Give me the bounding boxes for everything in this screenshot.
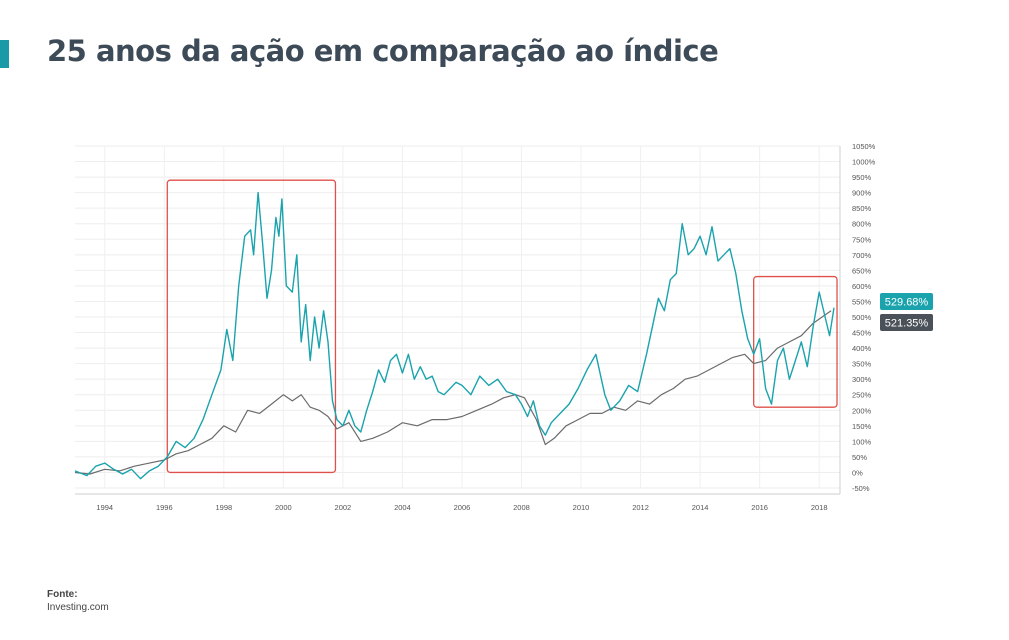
highlight-boxes: [166, 179, 838, 474]
x-tick-label: 2006: [454, 503, 471, 512]
y-tick-label: 600%: [852, 282, 872, 291]
y-axis-ticks: 1050% 1000% 950% 900% 850% 800% 750% 700% 650% 60…: [852, 142, 876, 493]
y-tick-label: 1050%: [852, 142, 876, 151]
x-tick-label: 2008: [513, 503, 530, 512]
y-tick-label: 850%: [852, 204, 872, 213]
y-tick-label: 950%: [852, 173, 872, 182]
page-title: 25 anos da ação em comparação ao índice: [47, 34, 719, 68]
y-tick-label: 200%: [852, 406, 872, 415]
y-tick-label: 800%: [852, 220, 872, 229]
source-note: Fonte: Investing.com: [47, 588, 109, 614]
last-value-badges: 529.68% 521.35%: [880, 293, 933, 331]
series-lines: [74, 191, 835, 480]
y-tick-label: 750%: [852, 235, 872, 244]
y-tick-label: 1000%: [852, 158, 876, 167]
source-value: Investing.com: [47, 602, 109, 613]
x-tick-label: 2000: [275, 503, 292, 512]
source-label: Fonte:: [47, 589, 78, 600]
y-tick-label: 650%: [852, 266, 872, 275]
badge-label-index: 521.35%: [885, 318, 929, 330]
y-tick-label: 100%: [852, 437, 872, 446]
x-tick-label: 1994: [96, 503, 113, 512]
highlight-box-2: [753, 275, 838, 408]
x-tick-label: 2014: [692, 503, 709, 512]
highlight-box-1: [166, 179, 337, 474]
x-axis-ticks: 1994 1996 1998 2000 2002 2004 2006 2008 2010 2012…: [96, 503, 827, 512]
x-tick-label: 2010: [573, 503, 590, 512]
y-tick-label: 300%: [852, 375, 872, 384]
y-tick-label: 50%: [852, 453, 867, 462]
y-tick-label: 450%: [852, 329, 872, 338]
series-line-stock: [74, 191, 835, 480]
accent-bar: [0, 40, 9, 68]
badge-stock: [880, 293, 933, 310]
y-tick-label: 900%: [852, 189, 872, 198]
y-tick-label: 0%: [852, 468, 863, 477]
badge-index: [880, 314, 933, 331]
y-tick-label: 400%: [852, 344, 872, 353]
series-line-index: [74, 310, 832, 475]
x-tick-label: 2012: [632, 503, 649, 512]
badge-label-stock: 529.68%: [885, 297, 929, 309]
x-tick-label: 2016: [751, 503, 768, 512]
x-tick-label: 1996: [156, 503, 173, 512]
y-tick-label: -50%: [852, 484, 870, 493]
y-tick-label: 550%: [852, 297, 872, 306]
y-tick-label: 350%: [852, 360, 872, 369]
x-tick-label: 2002: [335, 503, 352, 512]
y-tick-label: 500%: [852, 313, 872, 322]
y-tick-label: 700%: [852, 251, 872, 260]
x-tick-label: 2018: [811, 503, 828, 512]
x-tick-label: 1998: [215, 503, 232, 512]
x-tick-label: 2004: [394, 503, 411, 512]
y-tick-label: 150%: [852, 422, 872, 431]
y-tick-label: 250%: [852, 391, 872, 400]
